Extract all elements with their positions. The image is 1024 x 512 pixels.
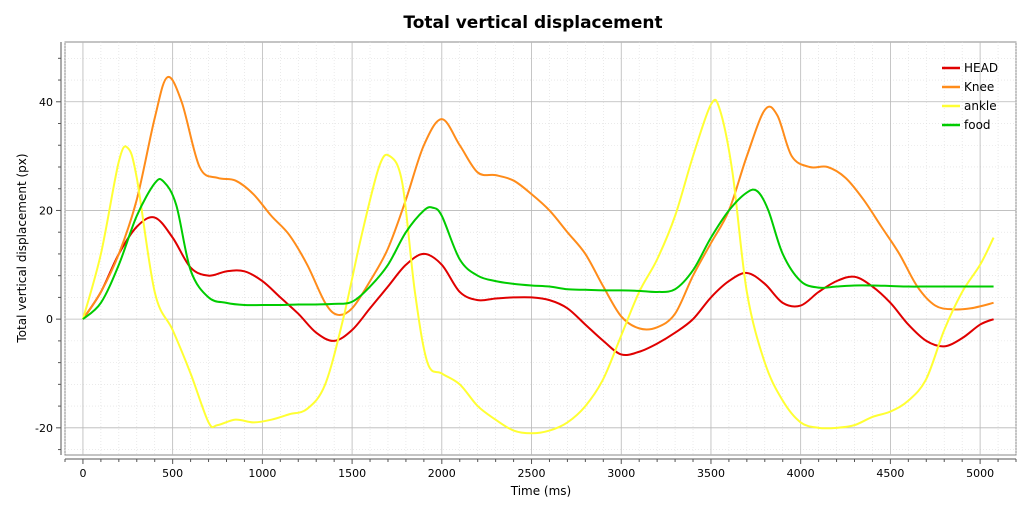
x-tick-label: 4000 [787,467,815,480]
y-tick-label: 0 [46,313,53,326]
x-tick-label: 2000 [428,467,456,480]
plot-area [64,41,1017,456]
x-axis-title: Time (ms) [510,484,572,498]
legend-label-ankle: ankle [964,99,997,113]
series-line-head [82,216,994,357]
series-line-knee [82,75,994,331]
x-tick-label: 2500 [518,467,546,480]
y-tick-label: 20 [39,204,53,217]
series-line-food [82,177,994,320]
y-axis-title: Total vertical displacement (px) [15,153,29,343]
series-line-ankle [81,98,995,435]
y-axis: -20 0 20 40 [35,42,62,455]
x-tick-label: 5000 [966,467,994,480]
legend: HEAD Knee ankle food [942,61,998,132]
x-axis: 0 500 1000 1500 2000 2500 3000 3500 4000 4500 5000 [64,458,1017,480]
y-tick-label: -20 [35,422,53,435]
legend-label-food: food [964,118,991,132]
chart-title: Total vertical displacement [403,13,662,33]
legend-label-head: HEAD [964,61,998,75]
legend-label-knee: Knee [964,80,994,94]
x-tick-label: 4500 [876,467,904,480]
y-tick-label: 40 [39,96,53,109]
grid [64,42,1017,455]
x-tick-label: 0 [79,467,86,480]
x-tick-label: 1500 [338,467,366,480]
x-tick-label: 3500 [697,467,725,480]
x-tick-label: 1000 [248,467,276,480]
x-tick-label: 500 [162,467,183,480]
series-lines [81,75,995,435]
x-tick-label: 3000 [607,467,635,480]
